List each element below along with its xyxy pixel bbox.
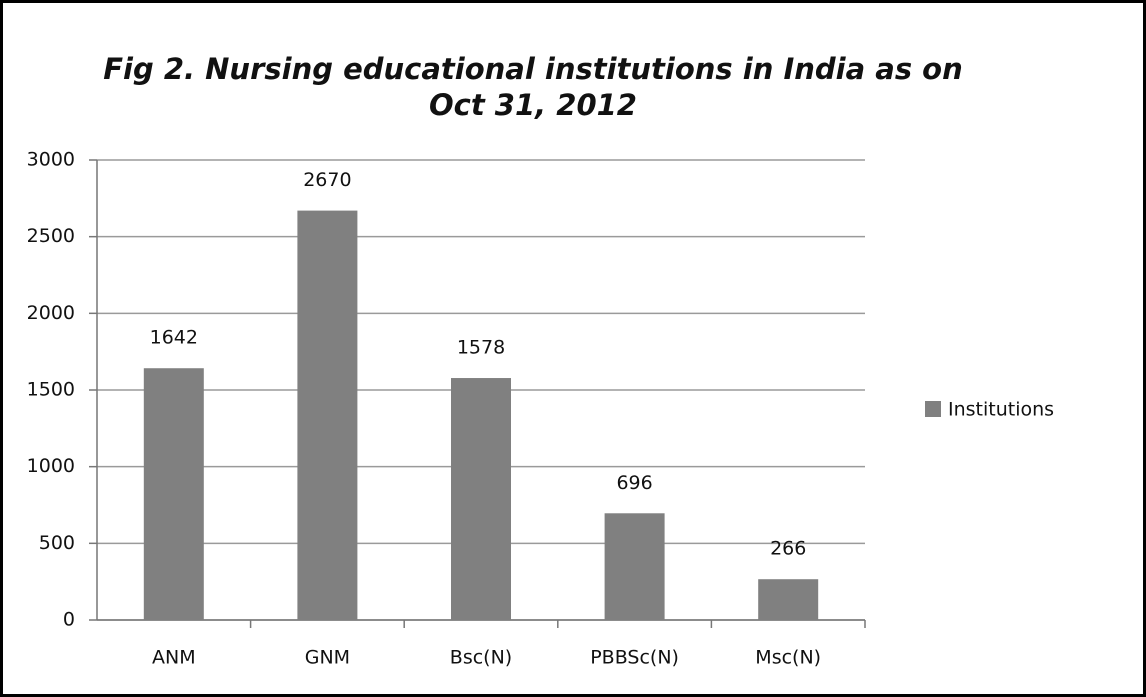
y-tick-label: 1500: [27, 379, 75, 401]
data-label: 696: [616, 472, 652, 494]
bar: [297, 210, 358, 620]
legend-label: Institutions: [948, 399, 1054, 421]
bar: [758, 579, 819, 620]
y-tick-label: 2500: [27, 225, 75, 247]
legend-swatch: [925, 401, 941, 417]
y-tick-label: 500: [39, 532, 75, 554]
y-tick-label: 2000: [27, 302, 75, 324]
x-tick-label: PBBSc(N): [590, 647, 679, 669]
data-label: 266: [770, 538, 806, 560]
y-tick-label: 0: [63, 609, 75, 631]
bar: [604, 513, 665, 620]
bar: [143, 368, 204, 620]
data-label: 1578: [457, 337, 505, 359]
x-tick-label: ANM: [152, 647, 196, 669]
data-label: 2670: [303, 169, 351, 191]
data-label: 1642: [150, 327, 198, 349]
bar: [451, 378, 511, 620]
x-tick-label: Bsc(N): [450, 647, 512, 669]
chart-title: Fig 2. Nursing educational institutions …: [103, 52, 963, 122]
x-tick-label: GNM: [305, 647, 350, 669]
x-tick-label: Msc(N): [755, 647, 821, 669]
y-tick-label: 1000: [27, 455, 75, 477]
y-tick-label: 3000: [27, 149, 75, 171]
